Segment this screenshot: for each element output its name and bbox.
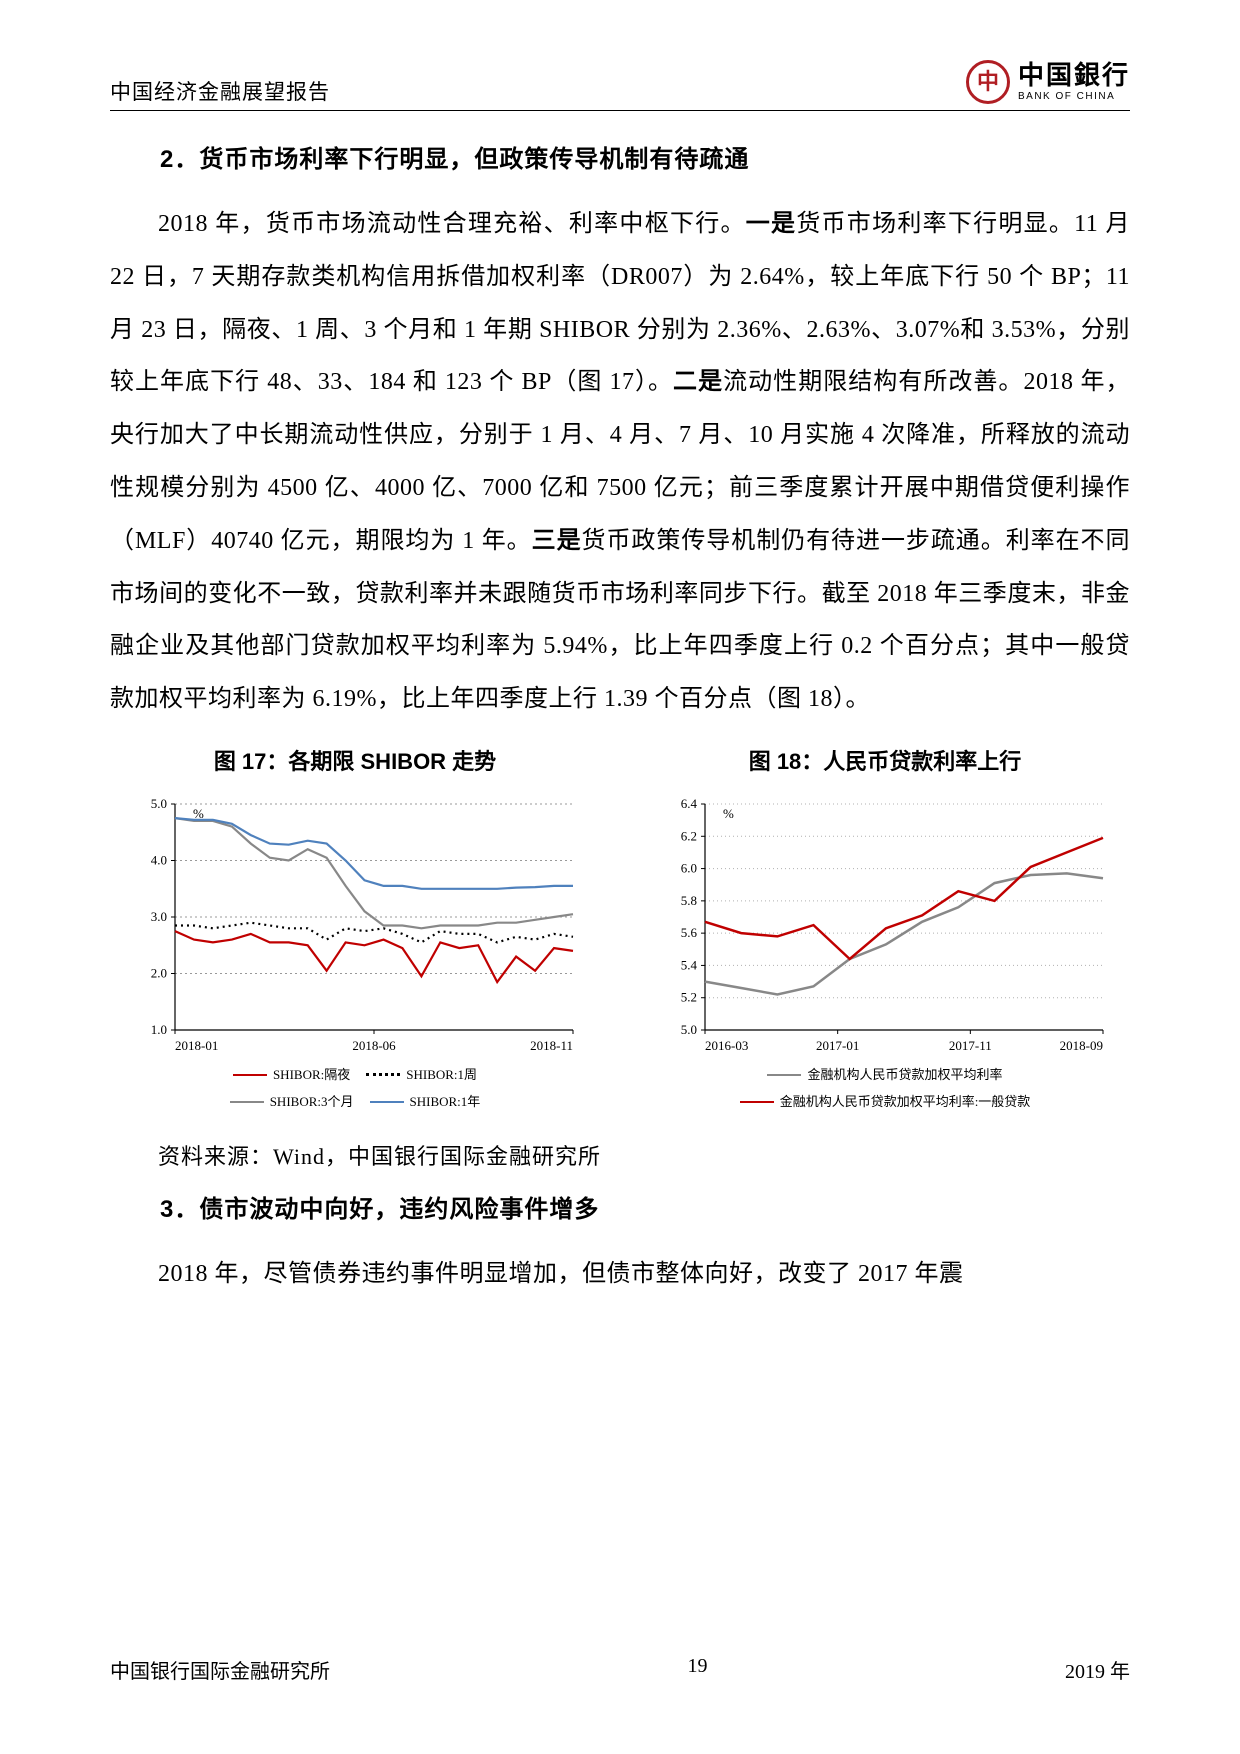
bank-name-en: BANK OF CHINA: [1018, 91, 1130, 102]
legend-label: 金融机构人民币贷款加权平均利率: [807, 1063, 1002, 1086]
bank-name-cn: 中国銀行: [1018, 62, 1130, 91]
svg-text:2018-06: 2018-06: [352, 1038, 396, 1053]
section-3-body: 2018 年，尽管债券违约事件明显增加，但债市整体向好，改变了 2017 年震: [110, 1248, 1130, 1301]
legend-label: SHIBOR:1年: [410, 1090, 481, 1113]
section-2-body: 2018 年，货币市场流动性合理充裕、利率中枢下行。一是货币市场利率下行明显。1…: [110, 198, 1130, 726]
chart-18-legend: 金融机构人民币贷款加权平均利率金融机构人民币贷款加权平均利率:一般贷款: [640, 1060, 1130, 1113]
svg-text:2016-03: 2016-03: [705, 1038, 748, 1053]
legend-swatch: [366, 1073, 400, 1076]
legend-swatch: [767, 1074, 801, 1076]
svg-text:2017-11: 2017-11: [949, 1038, 992, 1053]
legend-item: SHIBOR:3个月: [230, 1090, 354, 1113]
legend-label: 金融机构人民币贷款加权平均利率:一般贷款: [780, 1090, 1031, 1113]
charts-container: 图 17：各期限 SHIBOR 走势 1.0 2.0 3.0 4.0 5.0% 2018-…: [110, 744, 1130, 1113]
svg-text:5.4: 5.4: [681, 957, 698, 972]
footer-left: 中国银行国际金融研究所: [110, 1655, 330, 1684]
chart-17-canvas: 1.02.03.04.05.0%2018-012018-062018-11: [110, 790, 600, 1060]
svg-text:6.2: 6.2: [681, 828, 697, 843]
chart-17-title: 图 17：各期限 SHIBOR 走势: [110, 744, 600, 776]
svg-text:5.6: 5.6: [681, 925, 698, 940]
svg-text:3.0: 3.0: [151, 909, 167, 924]
svg-text:5.2: 5.2: [681, 990, 697, 1005]
svg-text:2018-11: 2018-11: [530, 1038, 573, 1053]
footer-right: 2019 年: [1065, 1655, 1130, 1684]
bank-logo-icon: 中: [966, 60, 1010, 104]
svg-text:6.4: 6.4: [681, 796, 698, 811]
chart-18-title: 图 18：人民币贷款利率上行: [640, 744, 1130, 776]
legend-item: SHIBOR:1周: [366, 1063, 477, 1086]
svg-text:2017-01: 2017-01: [816, 1038, 859, 1053]
page-header: 中国经济金融展望报告 中 中国銀行 BANK OF CHINA: [110, 60, 1130, 111]
svg-text:2018-09: 2018-09: [1060, 1038, 1103, 1053]
page-footer: 中国银行国际金融研究所 19 2019 年: [110, 1655, 1130, 1684]
charts-source: 资料来源：Wind，中国银行国际金融研究所: [110, 1139, 1130, 1171]
svg-text:5.8: 5.8: [681, 893, 697, 908]
legend-item: SHIBOR:1年: [370, 1090, 481, 1113]
legend-label: SHIBOR:3个月: [270, 1090, 354, 1113]
chart-17: 图 17：各期限 SHIBOR 走势 1.02.03.04.05.0%2018-…: [110, 744, 600, 1113]
legend-swatch: [230, 1101, 264, 1103]
chart-18-canvas: 5.0 5.2 5.4 5.6 5.8 6.0 6.2 6.4% 2016-03 2017-01 2…: [640, 790, 1130, 1060]
legend-item: 金融机构人民币贷款加权平均利率: [767, 1063, 1002, 1086]
legend-swatch: [740, 1101, 774, 1103]
legend-label: SHIBOR:1周: [406, 1063, 477, 1086]
svg-text:4.0: 4.0: [151, 852, 167, 867]
svg-text:1.0: 1.0: [151, 1022, 167, 1037]
section-2-heading: 2．货币市场利率下行明显，但政策传导机制有待疏通: [160, 139, 1130, 174]
legend-swatch: [233, 1074, 267, 1076]
bank-logo: 中 中国銀行 BANK OF CHINA: [966, 60, 1130, 106]
svg-text:2.0: 2.0: [151, 965, 167, 980]
svg-text:6.0: 6.0: [681, 861, 697, 876]
svg-text:2018-01: 2018-01: [175, 1038, 218, 1053]
legend-label: SHIBOR:隔夜: [273, 1063, 350, 1086]
legend-item: SHIBOR:隔夜: [233, 1063, 350, 1086]
svg-text:5.0: 5.0: [681, 1022, 697, 1037]
legend-item: 金融机构人民币贷款加权平均利率:一般贷款: [740, 1090, 1031, 1113]
chart-18: 图 18：人民币贷款利率上行 5.0 5.2 5.4 5.6 5.8 6.0 6.2 6.4%…: [640, 744, 1130, 1113]
report-title: 中国经济金融展望报告: [110, 76, 330, 106]
svg-text:5.0: 5.0: [151, 796, 167, 811]
chart-17-legend: SHIBOR:隔夜 SHIBOR:1周 SHIBOR:3个月 SHIBOR:1年: [110, 1060, 600, 1113]
section-3-heading: 3．债市波动中向好，违约风险事件增多: [160, 1189, 1130, 1224]
legend-swatch: [370, 1101, 404, 1103]
svg-text:%: %: [723, 806, 734, 821]
footer-pagenum: 19: [688, 1655, 708, 1684]
